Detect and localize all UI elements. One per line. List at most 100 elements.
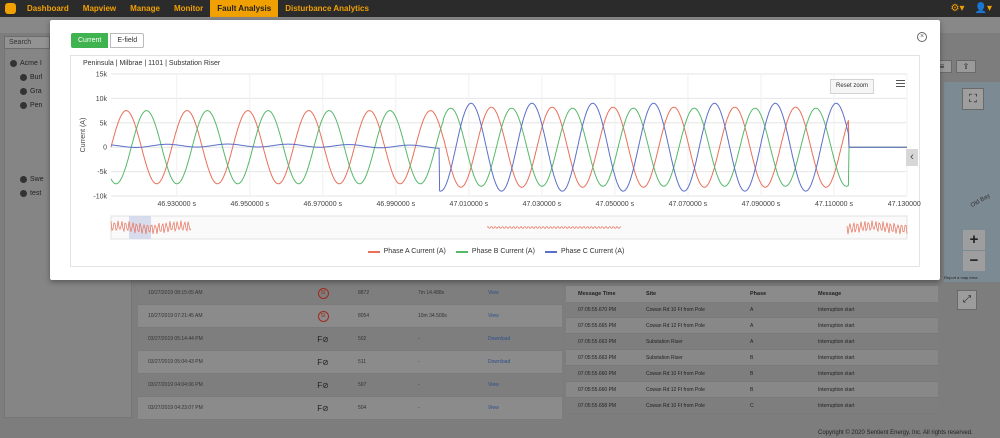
nav-mapview[interactable]: Mapview	[82, 4, 117, 13]
tree-node[interactable]: Burl	[10, 70, 130, 84]
zoom-in-button[interactable]: +	[963, 230, 985, 250]
nav-dashboard[interactable]: Dashboard	[27, 4, 69, 13]
tree-node[interactable]: Swe	[10, 172, 130, 186]
waveform-modal: Current E-field × 15k 10k 5k 0 -5k -10k 46.930…	[50, 20, 940, 280]
event-type: SI	[288, 287, 358, 299]
tree-node[interactable]: test	[10, 186, 130, 200]
message-time: 07:05:55.663 PM	[578, 354, 617, 361]
x-tick-label: 47.030000 s	[523, 201, 562, 208]
chevron-left-icon[interactable]: ‹	[906, 149, 918, 166]
map-report-link[interactable]: Report a map error	[944, 275, 978, 280]
event-action-link[interactable]: Download	[488, 336, 511, 342]
message-text: Interruption start	[818, 354, 855, 361]
column-header[interactable]: Phase	[750, 291, 767, 297]
legend-swatch	[455, 250, 468, 253]
y-tick-label: -10k	[93, 194, 107, 201]
nav-monitor[interactable]: Monitor	[173, 4, 204, 13]
table-row: 10/27/2019 08:15:05 AM SI 8872 7m 14.488…	[138, 282, 562, 305]
search-input[interactable]: Search	[4, 36, 50, 49]
message-phase: B	[750, 370, 754, 377]
globe-icon	[20, 87, 27, 95]
copyright-text: Copyright © 2020 Sentient Energy, Inc. A…	[818, 430, 973, 436]
logo[interactable]	[0, 0, 20, 17]
column-header[interactable]: Message Time	[578, 291, 616, 297]
event-id: 502	[358, 336, 367, 342]
fullscreen-icon[interactable]: ⛶	[962, 88, 984, 110]
close-icon[interactable]: ×	[917, 32, 927, 42]
message-site: Cowan Rd 10 Ft from Pole	[646, 306, 705, 313]
column-header[interactable]: Site	[646, 291, 657, 297]
chart-menu-icon[interactable]	[896, 80, 905, 87]
message-text: Interruption start	[818, 306, 855, 313]
message-site: Substation Riser	[646, 354, 683, 361]
y-axis-label: Current (A)	[80, 118, 87, 153]
message-time: 07:05:55.670 PM	[578, 306, 617, 313]
message-phase: A	[750, 338, 754, 345]
tab-e-field[interactable]: E-field	[110, 33, 145, 48]
globe-icon	[20, 101, 27, 109]
table-row: 07:05:55.660 PM Cowan Rd 10 Ft from Pole…	[566, 366, 938, 382]
reset-zoom-button[interactable]: Reset zoom	[830, 79, 874, 94]
site-tree: Acme I Burl Gra Pen Swe test	[10, 56, 130, 200]
message-phase: A	[750, 306, 754, 313]
navigator-series	[486, 225, 622, 230]
nav-right: ⚙▾ 👤▾	[951, 0, 1000, 17]
series-line	[111, 102, 907, 192]
fault-indicator-icon: F⊘	[317, 357, 329, 367]
user-icon[interactable]: 👤▾	[974, 3, 992, 14]
event-duration: -	[418, 336, 420, 342]
x-tick-label: 47.110000 s	[815, 201, 854, 208]
gear-icon[interactable]: ⚙▾	[950, 3, 965, 14]
event-action-link[interactable]: Download	[488, 359, 511, 365]
tree-node[interactable]: Acme I	[10, 56, 130, 70]
legend-item[interactable]: Phase C Current (A)	[544, 248, 625, 255]
y-tick-label: 0	[103, 145, 107, 152]
nav-disturbance-analytics[interactable]: Disturbance Analytics	[285, 4, 369, 13]
legend-label: Phase A Current (A)	[383, 248, 446, 255]
event-action-link[interactable]: View	[488, 313, 499, 319]
x-tick-label: 47.130000 s	[888, 201, 921, 208]
y-tick-label: 5k	[100, 120, 108, 127]
message-site: Cowan Rd 12 Ft from Pole	[646, 386, 705, 393]
message-phase: A	[750, 322, 754, 329]
event-duration: -	[418, 359, 420, 365]
navigator-series	[846, 220, 908, 235]
tab-current[interactable]: Current	[71, 33, 109, 48]
table-row: 03/27/2019 05:14:44 PM F⊘ 502 - Download	[138, 328, 562, 351]
legend-label: Phase B Current (A)	[471, 248, 535, 255]
event-time: 03/27/2019 05:14:44 PM	[148, 336, 203, 342]
x-tick-label: 47.010000 s	[450, 201, 489, 208]
export-button[interactable]: ⇪	[956, 60, 976, 73]
tree-node[interactable]: Gra	[10, 84, 130, 98]
message-time: 07:05:55.658 PM	[578, 402, 617, 409]
column-header[interactable]: Message	[818, 291, 842, 297]
event-action-link[interactable]: View	[488, 405, 499, 411]
expand-icon[interactable]: ⤢	[957, 290, 977, 310]
event-type: SI	[288, 310, 358, 322]
event-id: 8054	[358, 313, 370, 319]
message-site: Cowan Rd 10 Ft from Pole	[646, 402, 705, 409]
table-row: 07:05:55.658 PM Cowan Rd 10 Ft from Pole…	[566, 398, 938, 414]
message-site: Substation Riser	[646, 338, 683, 345]
event-action-link[interactable]: View	[488, 382, 499, 388]
globe-icon	[20, 73, 27, 81]
y-tick-label: -5k	[97, 169, 107, 176]
legend-item[interactable]: Phase B Current (A)	[455, 248, 535, 255]
nav-fault-analysis[interactable]: Fault Analysis	[210, 0, 279, 17]
tree-node[interactable]: Pen	[10, 98, 130, 112]
legend-label: Phase C Current (A)	[560, 248, 625, 255]
fault-indicator-icon: F⊘	[317, 380, 329, 390]
legend-swatch	[544, 250, 557, 253]
y-tick-label: 15k	[96, 72, 108, 79]
legend-item[interactable]: Phase A Current (A)	[367, 248, 446, 255]
event-action-link[interactable]: View	[488, 290, 499, 296]
event-id: 507	[358, 382, 367, 388]
x-tick-label: 47.090000 s	[742, 201, 781, 208]
table-row: 07:05:55.665 PM Cowan Rd 12 Ft from Pole…	[566, 318, 938, 334]
message-phase: C	[750, 402, 754, 409]
nav-manage[interactable]: Manage	[130, 4, 160, 13]
message-phase: B	[750, 354, 754, 361]
table-row: 03/27/2019 05:04:43 PM F⊘ 511 - Download	[138, 351, 562, 374]
zoom-out-button[interactable]: −	[963, 251, 985, 271]
series-line	[110, 107, 907, 187]
